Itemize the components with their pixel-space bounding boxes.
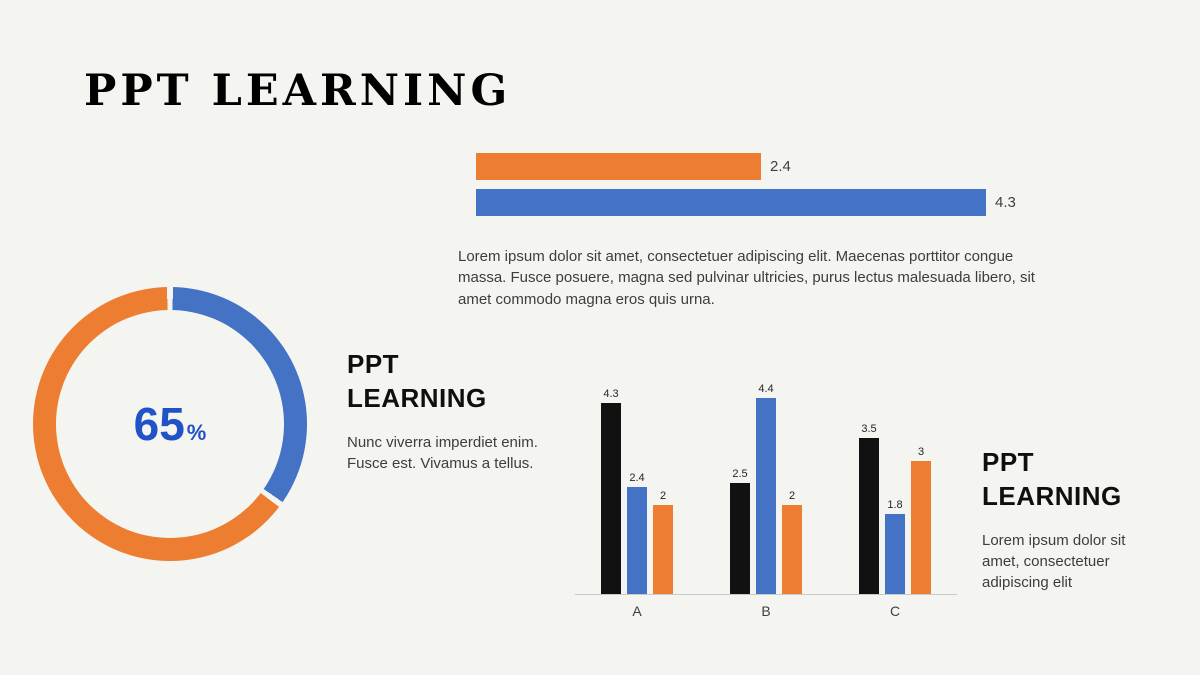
hbar-value-label: 2.4 [770, 157, 791, 175]
vbar-value-label: 4.3 [603, 387, 619, 400]
vbar-category-label: C [889, 603, 901, 619]
mid-heading: PPT LEARNING [347, 349, 487, 414]
vbar-chart: 4.3 2.4 2 2.5 4.4 2 3.5 1.8 3 A B C [575, 378, 957, 619]
vbar-value-label: 3.5 [861, 423, 877, 436]
vbar-orange [911, 460, 931, 594]
vbar-blue [756, 398, 776, 594]
donut-chart: 65 % [33, 287, 307, 561]
slide-title: PPT LEARNING [84, 66, 512, 116]
right-heading: PPT LEARNING [982, 447, 1122, 512]
hbar-chart: 2.4 4.3 [476, 152, 1096, 224]
hbar-row: 4.3 [476, 188, 1096, 216]
vbar-category-labels: A B C [575, 603, 957, 619]
hbar-blue [476, 188, 986, 216]
vbar-group: 2.5 4.4 2 [730, 383, 802, 594]
vbar-black [601, 402, 621, 594]
top-paragraph: Lorem ipsum dolor sit amet, consectetuer… [458, 248, 1035, 308]
vbar-value-label: 1.8 [887, 499, 903, 511]
vbar-blue [627, 487, 647, 594]
vbar-orange [653, 505, 673, 594]
right-text-block: PPT LEARNING Lorem ipsum dolor sit amet,… [982, 445, 1160, 594]
hbar-orange [476, 152, 761, 180]
vbar-value-label: 2.5 [732, 467, 748, 480]
vbar-item: 2 [782, 490, 802, 594]
vbar-value-label: 2.4 [629, 472, 645, 485]
vbar-item: 1.8 [885, 499, 905, 594]
vbar-black [730, 482, 750, 594]
hbar-row: 2.4 [476, 152, 1096, 180]
right-body: Lorem ipsum dolor sit amet, consectetuer… [982, 531, 1126, 592]
vbar-item: 2 [653, 490, 673, 594]
donut-hole: 65 % [56, 310, 284, 538]
vbar-item: 3.5 [859, 423, 879, 594]
vbar-item: 3 [911, 446, 931, 594]
vbar-value-label: 3 [917, 445, 925, 458]
vbar-value-label: 4.4 [758, 383, 774, 396]
vbar-item: 4.4 [756, 383, 776, 594]
donut-center-label: 65 % [134, 397, 207, 451]
vbar-groups: 4.3 2.4 2 2.5 4.4 2 3.5 1.8 3 [575, 378, 957, 595]
vbar-value-label: 2 [788, 490, 796, 503]
vbar-group: 3.5 1.8 3 [859, 423, 931, 594]
mid-text-block: PPT LEARNING Nunc viverra imperdiet enim… [347, 347, 547, 474]
vbar-item: 2.5 [730, 468, 750, 594]
vbar-value-label: 2 [659, 490, 667, 503]
vbar-blue [885, 514, 905, 594]
hbar-value-label: 4.3 [995, 193, 1016, 211]
donut-percent-sign: % [186, 420, 207, 445]
vbar-orange [782, 505, 802, 594]
vbar-item: 4.3 [601, 388, 621, 594]
donut-percent-value: 65 [133, 398, 185, 450]
vbar-category-label: B [761, 603, 771, 619]
vbar-group: 4.3 2.4 2 [601, 388, 673, 594]
mid-body: Nunc viverra imperdiet enim. Fusce est. … [347, 433, 538, 472]
vbar-black [859, 438, 879, 594]
vbar-category-label: A [632, 603, 642, 619]
vbar-item: 2.4 [627, 472, 647, 594]
